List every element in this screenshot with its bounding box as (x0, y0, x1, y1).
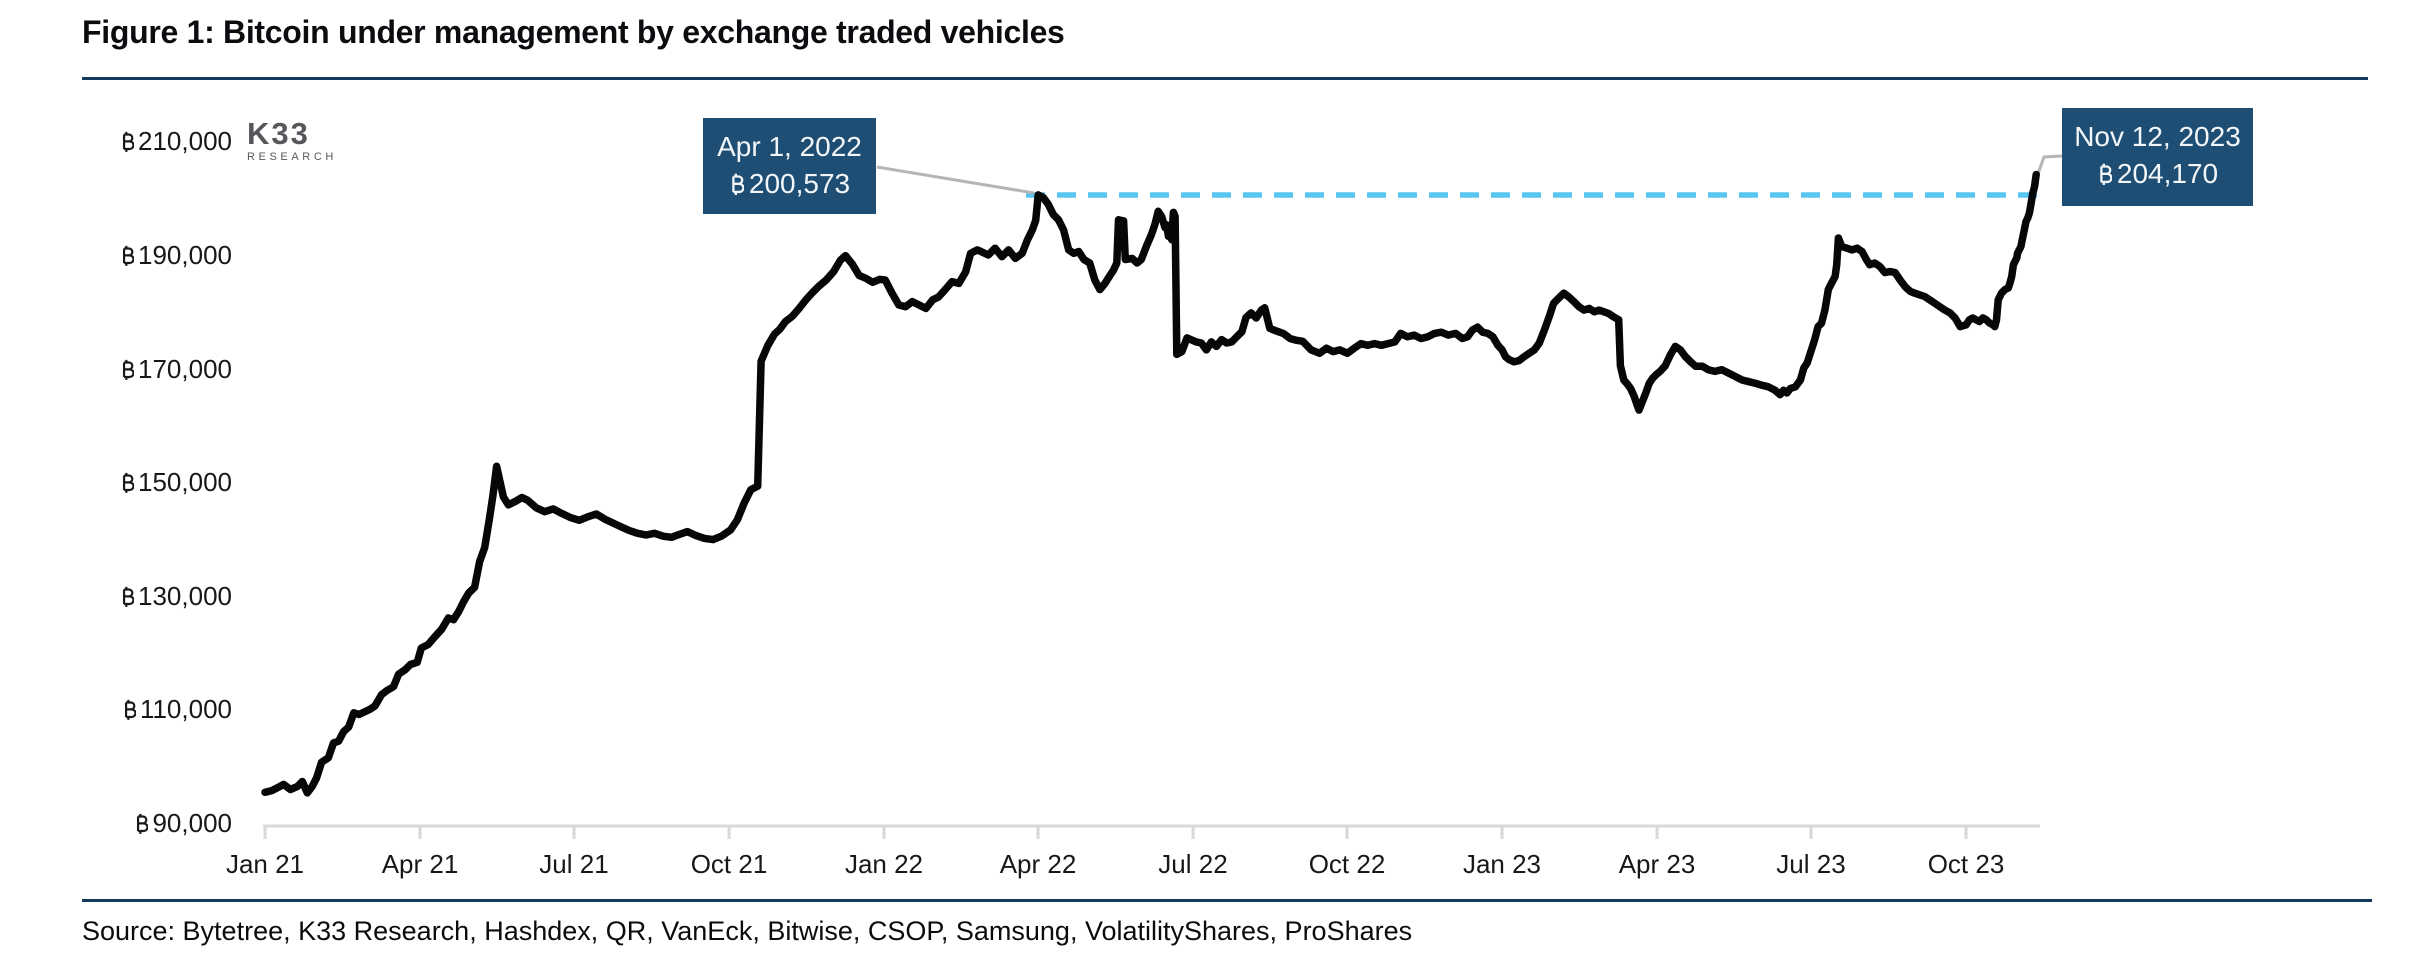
x-axis-label: Oct 23 (1927, 849, 2005, 879)
x-axis-label: Jan 21 (225, 849, 305, 879)
y-axis-label-text: 170,000 (138, 354, 232, 384)
callout-value-text: 204,170 (2116, 158, 2219, 189)
x-axis-label: Jul 21 (539, 849, 609, 879)
title-divider (82, 77, 2368, 80)
source-text: Source: Bytetree, K33 Research, Hashdex,… (82, 916, 1413, 946)
callout-apr-2022: Apr 1, 2022 200,573 (703, 118, 876, 214)
y-axis-label-text: 210,000 (138, 126, 232, 156)
callout-nov-2023: Nov 12, 2023 204,170 (2062, 108, 2253, 206)
y-axis-label: 210,000 (60, 126, 232, 156)
x-axis-label: Jan 22 (844, 849, 924, 879)
figure-title: Figure 1: Bitcoin under management by ex… (82, 14, 1065, 50)
y-axis-label: 170,000 (60, 354, 232, 384)
y-axis-label: 150,000 (60, 467, 232, 497)
bitcoin-icon (732, 173, 744, 196)
source-divider (82, 899, 2372, 902)
k33-research-logo: K33 RESEARCH (247, 118, 337, 163)
callout-value: 204,170 (2062, 155, 2253, 192)
y-axis-label-text: 130,000 (138, 581, 232, 611)
x-axis-label: Jul 22 (1158, 849, 1228, 879)
y-axis-label: 130,000 (60, 581, 232, 611)
x-axis-ticks (263, 826, 1968, 839)
y-axis-label: 190,000 (60, 240, 232, 270)
y-axis-label: 110,000 (60, 694, 232, 724)
x-axis-label: Oct 21 (690, 849, 768, 879)
bitcoin-icon (2100, 163, 2112, 186)
callout-value: 200,573 (703, 165, 876, 202)
x-axis-label: Apr 22 (999, 849, 1077, 879)
callout-date: Nov 12, 2023 (2074, 121, 2241, 152)
k33-logo-text: K33 (247, 116, 310, 151)
y-axis-label-text: 90,000 (152, 808, 232, 838)
x-axis-label: Apr 23 (1618, 849, 1696, 879)
k33-logo-subtext: RESEARCH (247, 151, 337, 163)
callout-date: Apr 1, 2022 (717, 131, 862, 162)
callout-value-text: 200,573 (748, 168, 851, 199)
y-axis-label-text: 110,000 (139, 694, 232, 724)
aum-series-line (261, 170, 2040, 797)
y-axis-label-text: 190,000 (138, 240, 232, 270)
x-axis-label: Oct 22 (1308, 849, 1386, 879)
callout-connector-apr (876, 165, 1035, 195)
y-axis-label: 90,000 (60, 808, 232, 838)
x-axis-label: Apr 21 (381, 849, 459, 879)
y-axis-label-text: 150,000 (138, 467, 232, 497)
x-axis-label: Jan 23 (1462, 849, 1542, 879)
x-axis-label: Jul 23 (1776, 849, 1846, 879)
callout-connector-nov (2036, 154, 2063, 175)
